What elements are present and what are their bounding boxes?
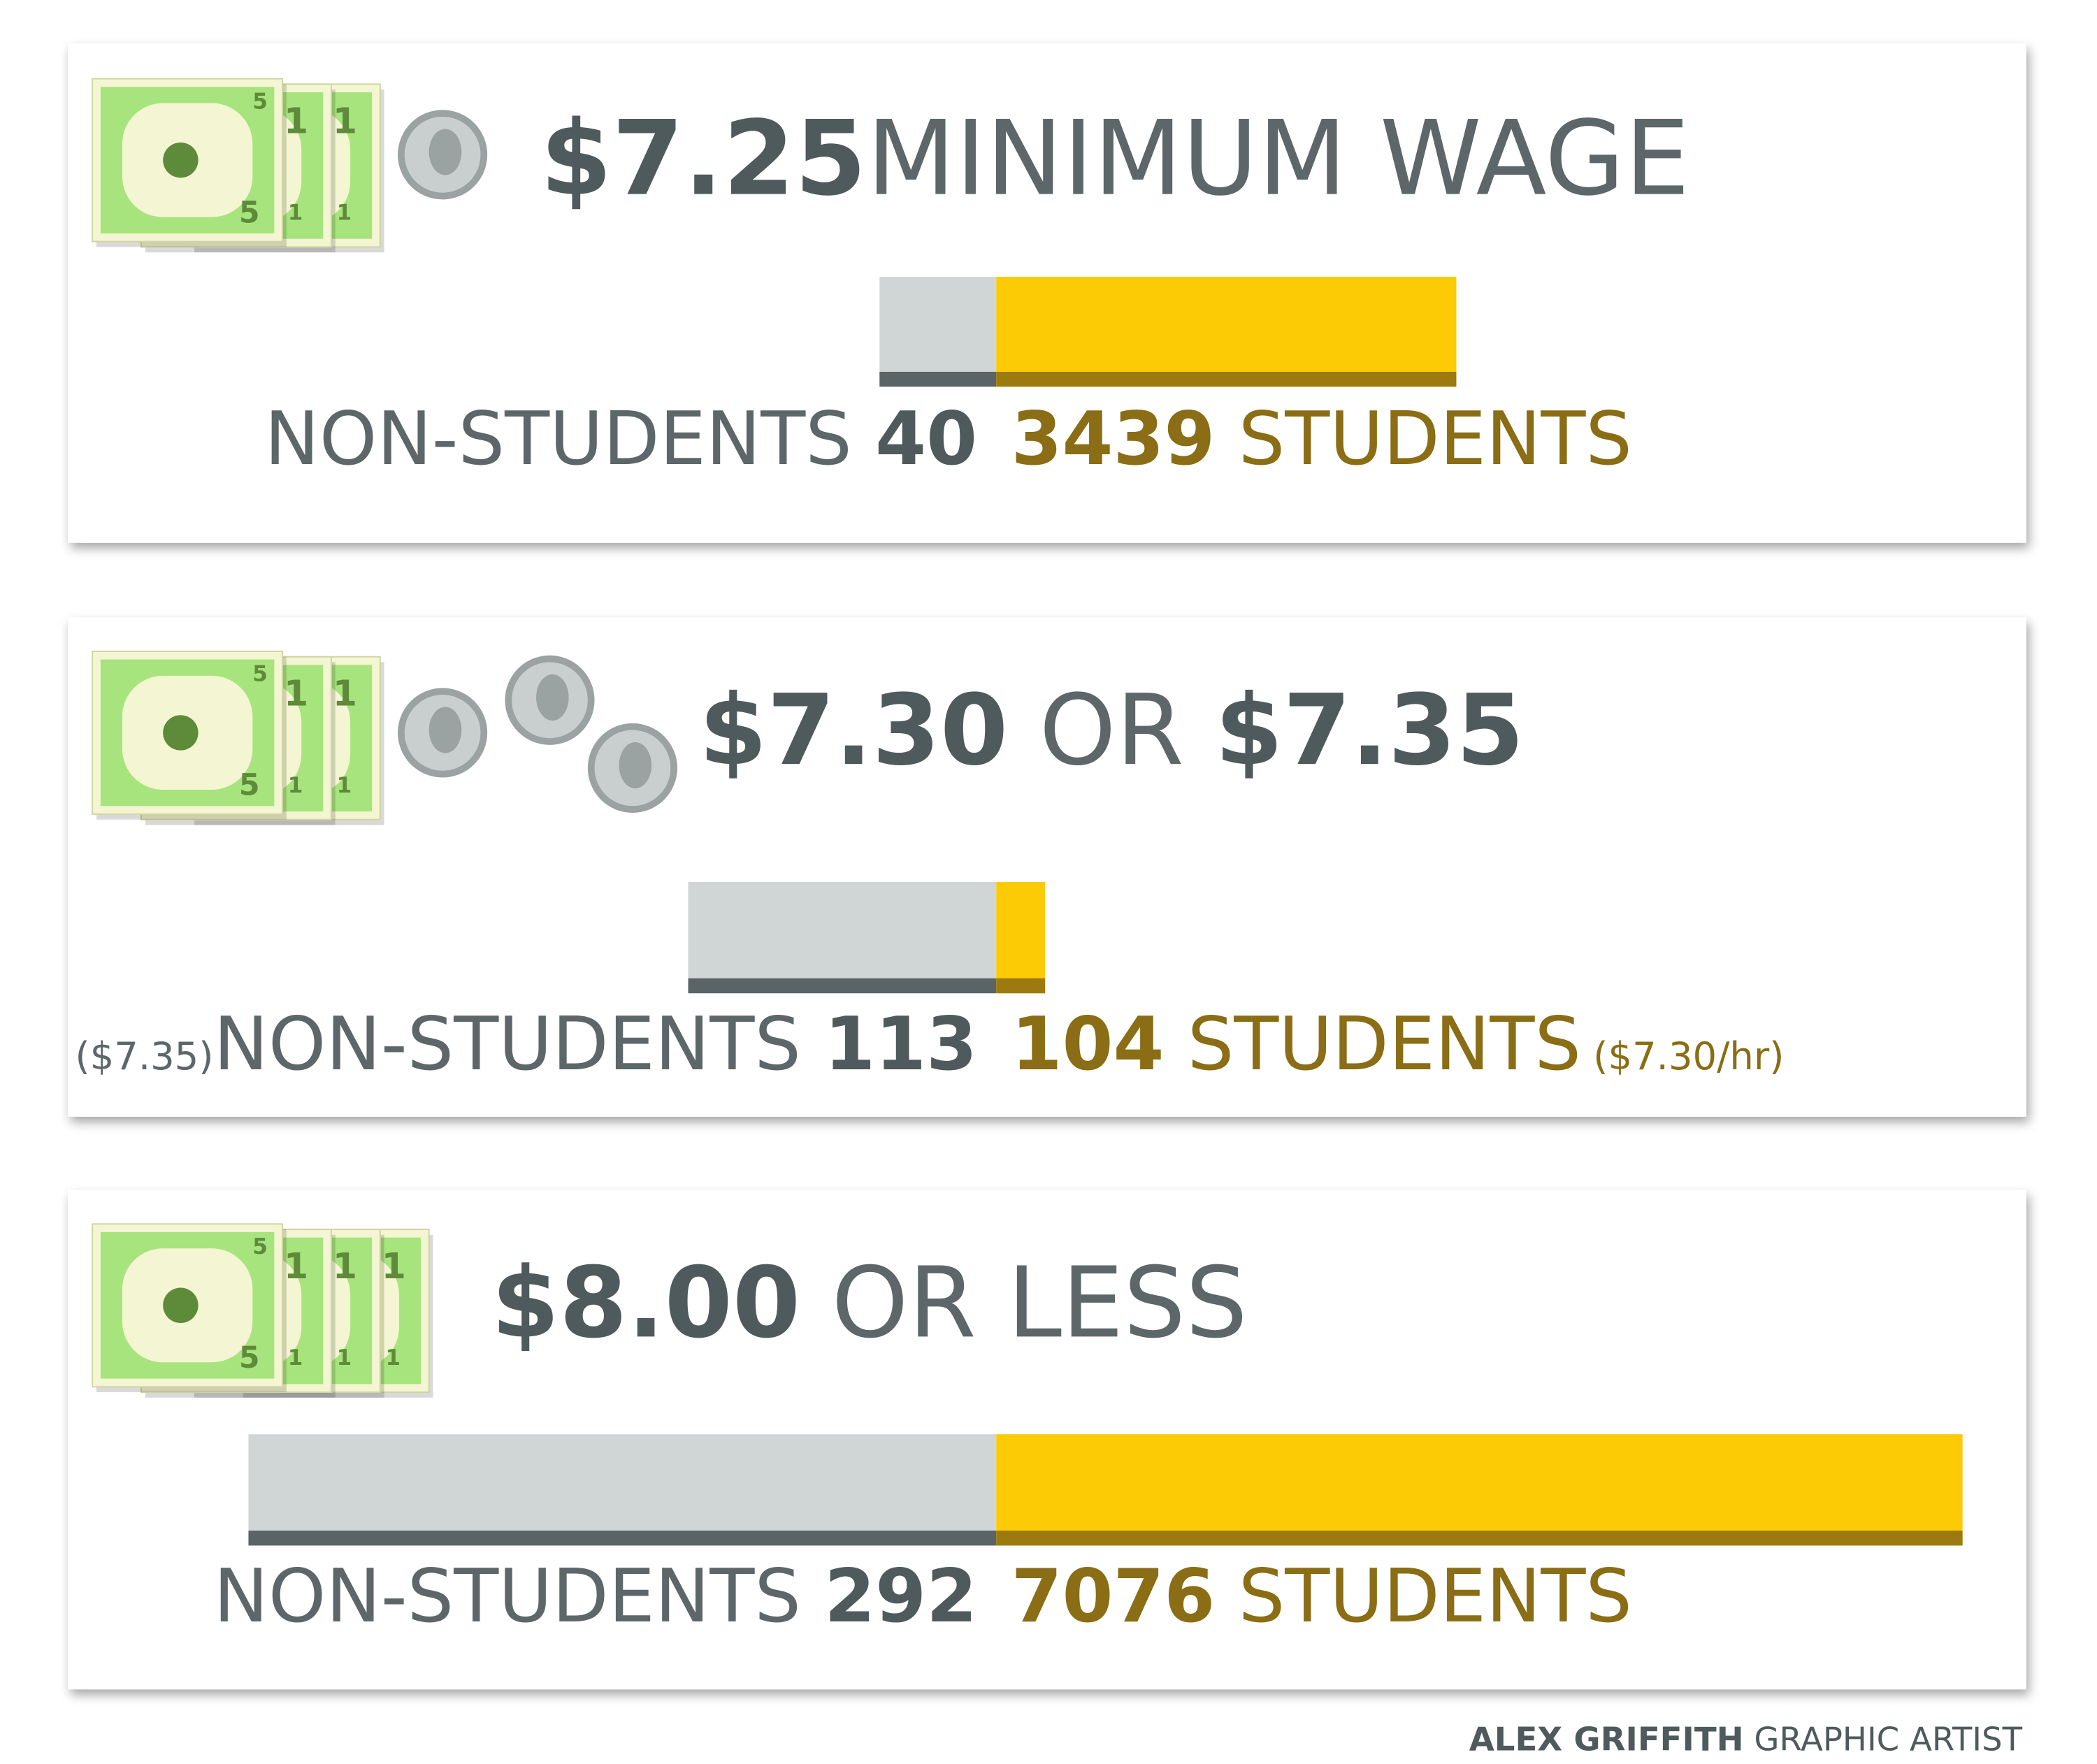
bill-number: 1: [337, 201, 352, 226]
bill-number: 1: [288, 1345, 303, 1371]
bill-number: 1: [333, 1245, 357, 1287]
coin-profile: [619, 742, 652, 789]
bill-number: 5: [252, 1234, 268, 1259]
non-students-label: NON-STUDENTS 40: [264, 396, 977, 482]
bill-number: 1: [288, 773, 303, 798]
value: 292: [824, 1554, 977, 1639]
label: NON-STUDENTS: [264, 396, 851, 482]
note: ($7.35): [75, 1034, 213, 1078]
value: 104: [1011, 1002, 1165, 1087]
bill-seal: [163, 142, 199, 178]
bill-number: 1: [337, 773, 352, 798]
non-students-label: NON-STUDENTS 292: [213, 1554, 977, 1639]
amount: $7.30: [699, 673, 1008, 787]
bill-number: 1: [333, 673, 357, 714]
bill-seal: [163, 1287, 199, 1323]
bar-base: [996, 1531, 1963, 1546]
headline-label: OR LESS: [832, 1245, 1248, 1359]
headline: $8.00 OR LESS: [491, 1245, 1248, 1359]
bill-number: 1: [284, 100, 308, 141]
panel: [68, 617, 2026, 1117]
bill-number: 5: [239, 1340, 260, 1375]
value: 7076: [1011, 1554, 1216, 1639]
coin-profile: [536, 674, 569, 721]
label: NON-STUDENTS: [213, 1554, 800, 1639]
bill-number: 1: [382, 1245, 406, 1287]
bill-number: 1: [284, 1245, 308, 1287]
bill-number: 5: [239, 768, 260, 803]
label: STUDENTS: [1239, 1554, 1632, 1639]
credit: ALEX GRIFFITH GRAPHIC ARTIST: [1469, 1721, 2023, 1758]
students-label: 7076 STUDENTS: [1011, 1554, 1632, 1639]
bar-non-students: [688, 882, 997, 994]
value: 113: [824, 1002, 977, 1087]
note: ($7.30/hr): [1593, 1034, 1784, 1078]
bill-number: 1: [288, 201, 303, 226]
coin-profile: [428, 129, 462, 175]
bar-base: [996, 371, 1457, 387]
bar-students: [996, 882, 1046, 994]
bar-base: [879, 371, 997, 387]
bar-base: [248, 1531, 997, 1546]
students-label: 3439 STUDENTS: [1011, 396, 1632, 482]
connector: OR: [1039, 673, 1184, 787]
bill-number: 5: [252, 662, 268, 687]
coin-profile: [428, 707, 462, 753]
headline: $7.25MINIMUM WAGE: [540, 99, 1690, 219]
label: STUDENTS: [1239, 396, 1632, 482]
bar-non-students: [879, 277, 997, 387]
credit-role: GRAPHIC ARTIST: [1754, 1721, 2022, 1758]
students-label: 104 STUDENTS ($7.30/hr): [1011, 1002, 1785, 1087]
amount: $7.35: [1215, 673, 1524, 787]
non-students-label: ($7.35)NON-STUDENTS 113: [75, 1002, 977, 1087]
bar-non-students: [248, 1434, 997, 1546]
bill-number: 1: [284, 673, 308, 714]
bill-number: 5: [252, 89, 268, 114]
bill-number: 5: [239, 195, 260, 230]
bill-number: 1: [386, 1345, 401, 1371]
credit-name: ALEX GRIFFITH: [1469, 1721, 1744, 1758]
label: STUDENTS: [1188, 1002, 1581, 1087]
bar-students: [996, 277, 1457, 387]
bar-base: [996, 978, 1046, 994]
amount: $8.00: [491, 1245, 800, 1359]
bill-number: 1: [333, 100, 357, 141]
amount: $7.25: [540, 99, 867, 219]
headline-label: MINIMUM WAGE: [867, 99, 1690, 219]
headline: $7.30 OR $7.35: [699, 673, 1524, 787]
value: 3439: [1011, 396, 1216, 482]
bar-base: [688, 978, 997, 994]
value: 40: [875, 396, 977, 482]
bill-seal: [163, 715, 199, 751]
label: NON-STUDENTS: [213, 1002, 800, 1087]
bill-number: 1: [337, 1345, 352, 1371]
bar-students: [996, 1434, 1963, 1546]
